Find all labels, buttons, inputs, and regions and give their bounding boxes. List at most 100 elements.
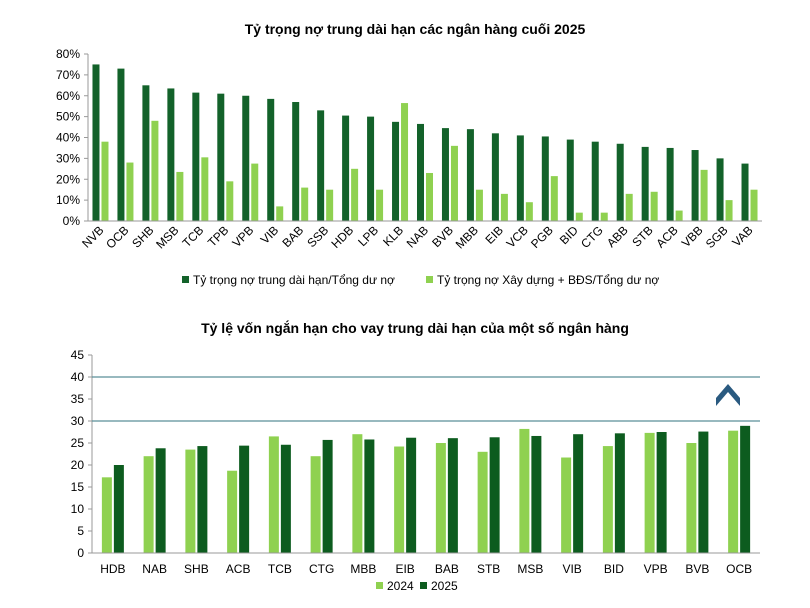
bar: [142, 85, 150, 221]
x-tick-label: CTG: [309, 562, 334, 576]
x-tick-label: VIB: [562, 562, 581, 576]
y-tick-label: 45: [71, 348, 85, 362]
x-tick-label: STB: [477, 562, 500, 576]
bar: [143, 456, 154, 553]
y-tick-label: 40: [71, 370, 85, 384]
bar: [531, 435, 542, 553]
bar: [616, 143, 624, 221]
bar: [217, 93, 225, 221]
bar: [352, 434, 363, 553]
bar: [367, 116, 375, 221]
y-tick-label: 30: [71, 414, 85, 428]
up-arrow-icon: [716, 384, 740, 406]
legend-label: 2024: [387, 579, 414, 593]
chart-title: Tỷ trọng nợ trung dài hạn các ngân hàng …: [245, 21, 586, 37]
x-tick-label: MSB: [517, 562, 543, 576]
bar: [167, 88, 175, 221]
bar: [666, 147, 674, 221]
x-tick-label: MBB: [350, 562, 376, 576]
bar: [292, 102, 300, 221]
x-tick-label: NAB: [142, 562, 167, 576]
bar: [113, 465, 124, 553]
bar: [656, 432, 667, 553]
bar: [644, 432, 655, 553]
bar: [276, 206, 284, 221]
y-tick-label: 35: [71, 392, 85, 406]
bar: [401, 103, 409, 221]
bar: [426, 172, 433, 221]
bar: [326, 189, 334, 221]
x-tick-label: VPB: [644, 562, 668, 576]
x-tick-label: HDB: [100, 562, 125, 576]
bar: [519, 428, 530, 553]
legend-label: Tỷ trọng nợ Xây dựng + BĐS/Tổng dư nợ: [437, 273, 659, 287]
bar: [92, 64, 100, 221]
bar: [566, 139, 574, 221]
bar: [435, 443, 446, 553]
bar: [351, 168, 359, 221]
bar: [117, 68, 125, 221]
bar: [740, 425, 751, 553]
bar: [573, 434, 584, 553]
bar: [406, 437, 417, 553]
bar: [101, 141, 109, 221]
bar: [376, 189, 384, 221]
bar: [489, 437, 500, 553]
bar: [466, 129, 474, 221]
bar: [447, 438, 458, 553]
bar: [550, 176, 558, 221]
bar: [650, 191, 658, 221]
bar: [267, 98, 275, 221]
bar: [675, 210, 683, 221]
bar: [475, 189, 483, 221]
y-tick-label: 70%: [56, 68, 80, 82]
bar: [192, 92, 200, 222]
x-tick-label: EIB: [395, 562, 414, 576]
legend-label: Tỷ trọng nợ trung dài hạn/Tổng dư nợ: [193, 273, 395, 287]
y-tick-label: 20%: [56, 172, 80, 186]
legend-marker: [376, 582, 383, 589]
bar: [310, 456, 321, 553]
bar: [322, 439, 333, 553]
x-tick-label: TCB: [268, 562, 292, 576]
bar: [625, 193, 633, 221]
x-tick-label: SHB: [184, 562, 209, 576]
bar: [155, 448, 166, 553]
y-tick-label: 20: [71, 458, 85, 472]
bar: [126, 162, 134, 221]
bar: [242, 95, 250, 221]
y-tick-label: 5: [77, 524, 84, 538]
x-tick-label: BVB: [685, 562, 709, 576]
bar: [525, 202, 533, 221]
y-tick-label: 40%: [56, 131, 80, 145]
bar: [441, 128, 449, 221]
bar: [197, 446, 208, 553]
legend-marker: [426, 276, 433, 283]
y-tick-label: 10: [71, 502, 85, 516]
bar: [541, 136, 549, 221]
bar: [728, 430, 739, 553]
bar: [750, 189, 758, 221]
x-tick-label: ACB: [226, 562, 251, 576]
y-tick-label: 15: [71, 480, 85, 494]
bar: [176, 171, 184, 221]
bar: [392, 121, 400, 221]
bar: [394, 446, 405, 553]
bar: [500, 193, 508, 221]
bar: [725, 200, 733, 221]
bar: [417, 123, 424, 221]
bar: [716, 158, 724, 221]
bar: [602, 446, 613, 553]
bar: [477, 451, 488, 553]
bar: [342, 115, 350, 221]
y-tick-label: 25: [71, 436, 85, 450]
bar: [450, 145, 458, 221]
y-tick-label: 50%: [56, 110, 80, 124]
bar: [151, 120, 159, 221]
y-tick-label: 0: [77, 546, 84, 560]
bar: [698, 431, 709, 553]
y-tick-label: 60%: [56, 89, 80, 103]
bar: [691, 150, 699, 221]
bar: [251, 163, 259, 221]
